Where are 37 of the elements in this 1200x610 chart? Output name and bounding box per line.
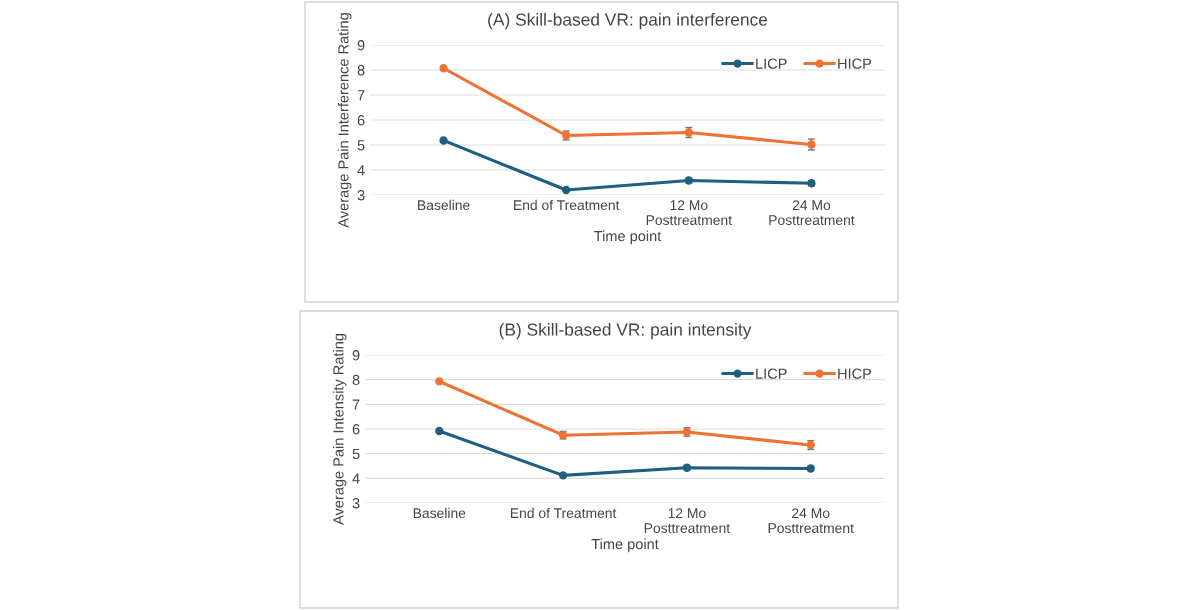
point [439,64,448,73]
y-tick-label: 9 [352,350,360,361]
y-tick-label: 7 [352,399,360,410]
y-tick-label: 8 [357,65,365,76]
y-tick-label: 4 [357,165,365,176]
x-tick-label: End of Treatment [510,507,617,519]
x-tick-label: End of Treatment [514,199,620,211]
y-tick-label: 3 [357,190,365,201]
y-tick-label: 5 [352,448,360,460]
y-tick-label: 3 [352,498,360,509]
point [435,426,444,436]
y-axis-title: Average Pain Intensity Rating [332,334,347,525]
x-tick-label: 24 Mo Posttreatment [768,508,854,534]
x-tick-label: 12 Mo Posttreatment [646,200,732,226]
y-tick-label: 4 [352,473,360,484]
point [439,136,448,145]
y-tick-label: 5 [357,140,365,151]
x-tick-label: Baseline [413,507,466,519]
x-axis-title: Time point [591,538,659,553]
y-axis-title: Average Pain Interference Rating [337,13,352,228]
x-tick-label: 24 Mo Posttreatment [769,200,855,226]
legend-label: HICP [838,368,872,379]
legend-label: LICP [756,368,787,379]
chart-title: (A) Skill-based VR: pain interference [488,12,768,30]
y-tick-label: 6 [357,115,365,126]
point [562,185,571,195]
point [435,377,444,386]
x-axis-title: Time point [594,230,662,245]
y-tick-label: 7 [357,90,365,101]
y-tick-label: 9 [357,40,365,51]
legend-label: HICP [838,58,872,69]
y-tick-label: 6 [352,424,360,435]
y-tick-label: 8 [352,374,360,386]
legend-label: LICP [756,58,787,69]
chart-title: (B) Skill-based VR: pain intensity [499,322,752,340]
x-tick-label: Baseline [418,199,470,211]
x-tick-label: 12 Mo Posttreatment [644,508,731,534]
